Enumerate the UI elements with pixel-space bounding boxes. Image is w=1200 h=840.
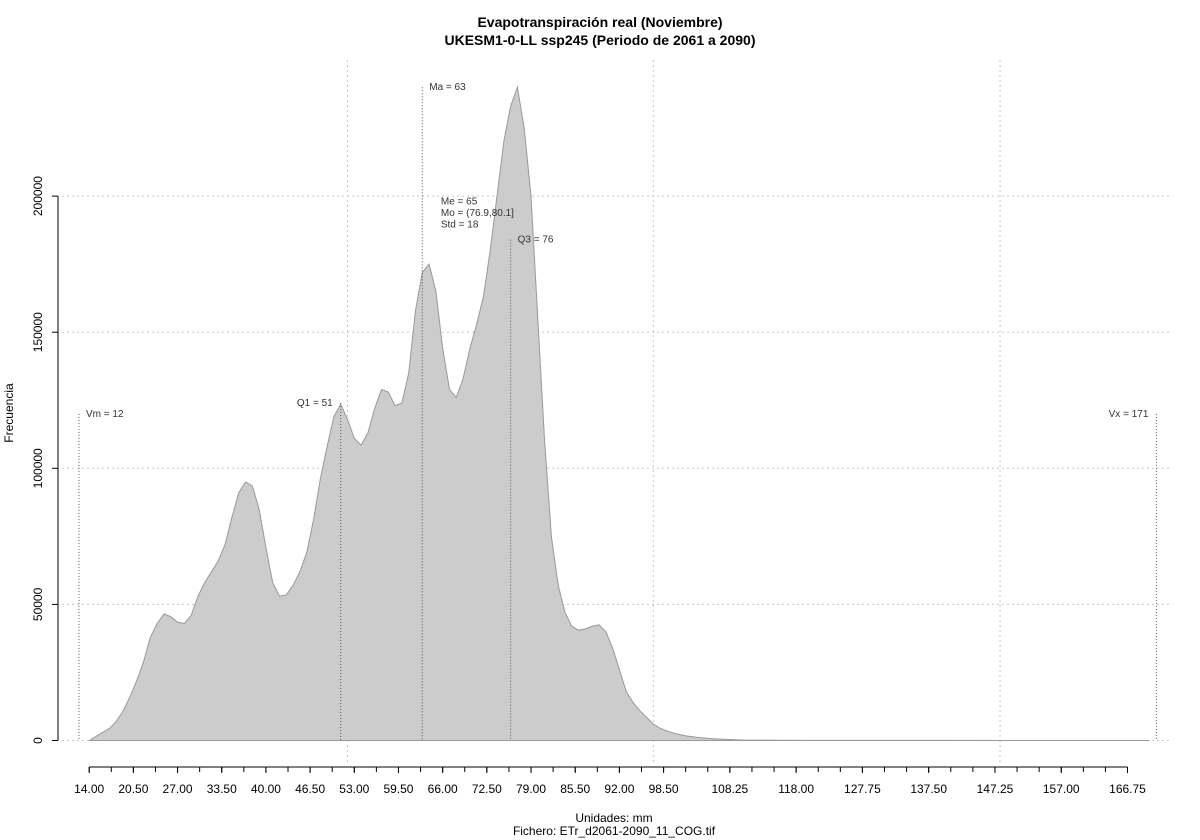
- y-tick-label: 0: [31, 737, 45, 744]
- x-tick-label: 79.00: [516, 782, 546, 796]
- file-caption: Fichero: ETr_d2061-2090_11_COG.tif: [513, 824, 716, 838]
- annotation-layer: Vm = 12 Q1 = 51 Ma = 63 Q3 = 76 Vx = 171: [78, 82, 1157, 741]
- annotation-label: Q3 = 76: [518, 235, 554, 246]
- x-axis-label: Unidades: mm: [575, 811, 652, 825]
- y-axis-label: Frecuencia: [2, 383, 16, 443]
- stats-line: Mo = (76.9,80.1]: [441, 208, 514, 219]
- y-tick-label: 200000: [31, 176, 45, 216]
- x-tick-label: 118.00: [778, 782, 814, 796]
- x-tick-label: 92.00: [604, 782, 634, 796]
- frequency-area: [88, 85, 1150, 742]
- x-tick-label: 98.50: [649, 782, 679, 796]
- x-tick-label: 108.25: [712, 782, 749, 796]
- annotation-label: Ma = 63: [429, 82, 466, 93]
- x-tick-label: 27.00: [163, 782, 193, 796]
- stats-line: Std = 18: [441, 219, 479, 230]
- y-tick-label: 150000: [31, 312, 45, 352]
- x-tick-label: 137.50: [910, 782, 947, 796]
- y-tick-label: 50000: [31, 587, 45, 621]
- x-tick-label: 14.00: [74, 782, 104, 796]
- x-tick-label: 46.50: [295, 782, 325, 796]
- x-tick-label: 40.00: [251, 782, 281, 796]
- x-tick-label: 166.75: [1109, 782, 1146, 796]
- x-tick-label: 157.00: [1043, 782, 1080, 796]
- chart-subtitle: UKESM1-0-LL ssp245 (Periodo de 2061 a 20…: [445, 32, 756, 48]
- y-tick-label: 100000: [31, 448, 45, 488]
- x-tick-label: 20.50: [118, 782, 148, 796]
- x-tick-label: 85.50: [560, 782, 590, 796]
- x-tick-label: 66.00: [428, 782, 458, 796]
- x-tick-label: 127.75: [844, 782, 881, 796]
- stats-line: Me = 65: [441, 196, 478, 207]
- x-tick-label: 53.00: [339, 782, 369, 796]
- annotation-label: Vm = 12: [86, 409, 124, 420]
- x-tick-label: 59.50: [383, 782, 413, 796]
- axes-layer: 0 50000 100000 150000 200000 14.00 20.50 27.00 3…: [31, 176, 1146, 796]
- chart-title: Evapotranspiración real (Noviembre): [477, 14, 722, 30]
- x-tick-label: 33.50: [207, 782, 237, 796]
- x-tick-label: 72.50: [472, 782, 502, 796]
- x-tick-label: 147.25: [977, 782, 1014, 796]
- annotation-label: Q1 = 51: [297, 398, 333, 409]
- annotation-label: Vx = 171: [1109, 409, 1149, 420]
